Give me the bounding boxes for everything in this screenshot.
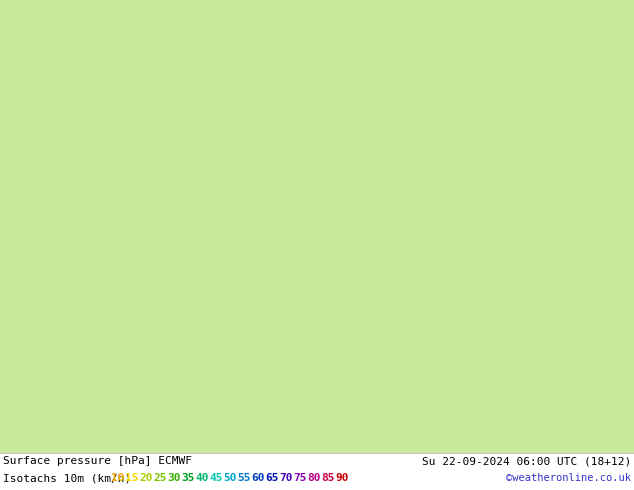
Text: 90: 90 bbox=[335, 473, 349, 483]
Text: 70: 70 bbox=[280, 473, 293, 483]
Text: 10: 10 bbox=[112, 473, 125, 483]
Text: Isotachs 10m (km/h): Isotachs 10m (km/h) bbox=[3, 473, 131, 483]
Text: 75: 75 bbox=[294, 473, 307, 483]
Text: 15: 15 bbox=[126, 473, 139, 483]
Text: 55: 55 bbox=[238, 473, 251, 483]
Text: 20: 20 bbox=[139, 473, 153, 483]
Text: 35: 35 bbox=[181, 473, 195, 483]
Text: 50: 50 bbox=[224, 473, 237, 483]
Text: ©weatheronline.co.uk: ©weatheronline.co.uk bbox=[506, 473, 631, 483]
Text: 45: 45 bbox=[209, 473, 223, 483]
Text: 30: 30 bbox=[167, 473, 181, 483]
Text: 80: 80 bbox=[307, 473, 321, 483]
Text: 85: 85 bbox=[321, 473, 335, 483]
Text: 65: 65 bbox=[266, 473, 279, 483]
Text: 25: 25 bbox=[153, 473, 167, 483]
Text: Su 22-09-2024 06:00 UTC (18+12): Su 22-09-2024 06:00 UTC (18+12) bbox=[422, 456, 631, 466]
Text: 60: 60 bbox=[252, 473, 265, 483]
Text: 40: 40 bbox=[195, 473, 209, 483]
Text: Surface pressure [hPa] ECMWF: Surface pressure [hPa] ECMWF bbox=[3, 456, 192, 466]
